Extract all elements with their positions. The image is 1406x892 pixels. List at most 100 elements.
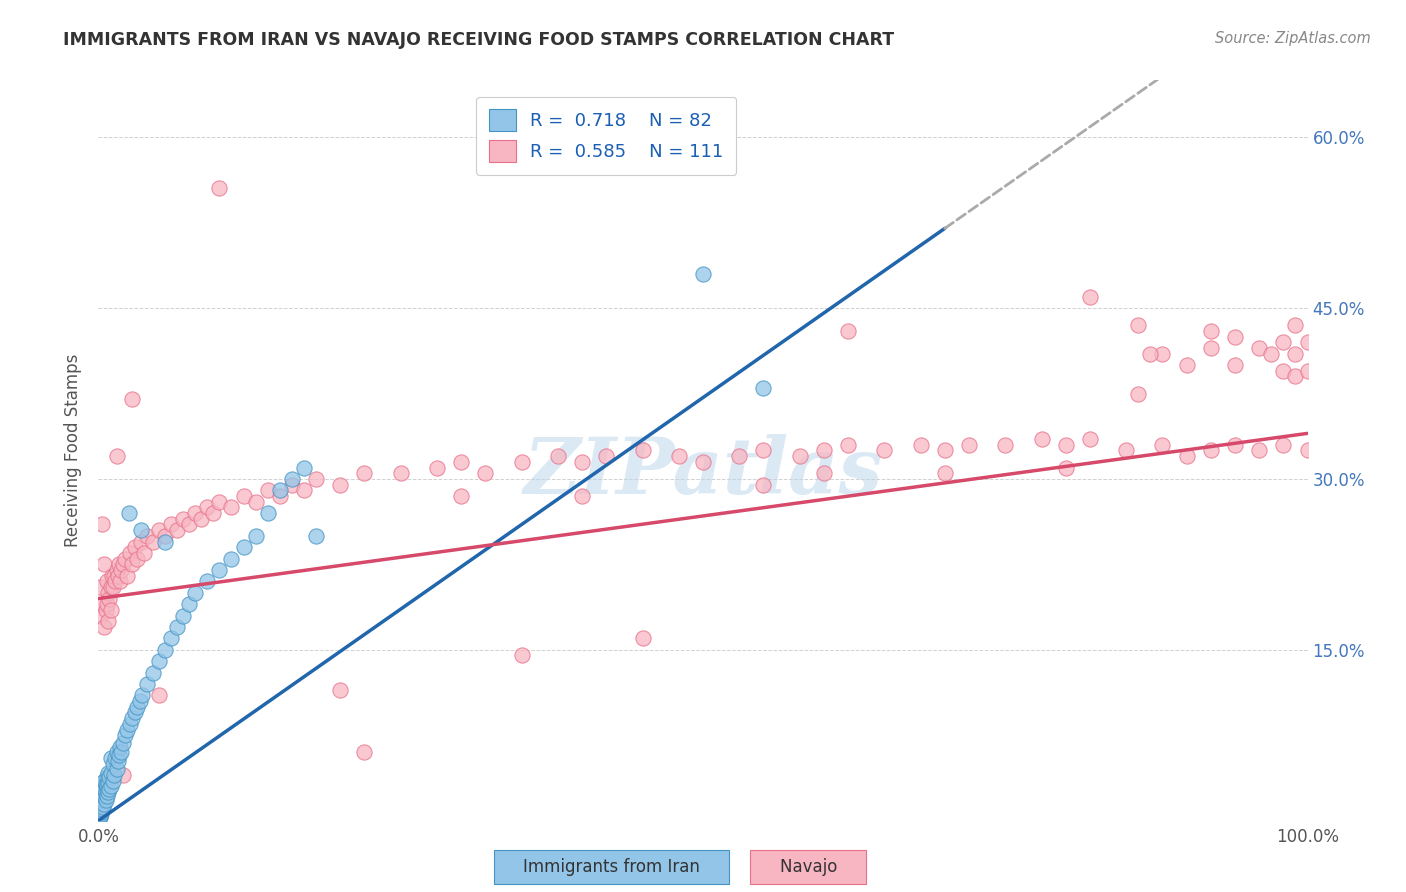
Point (160, 632, 183, 646)
Point (873, 443, 896, 458)
Point (595, 449, 617, 463)
Point (934, 443, 956, 458)
Point (1284, 318, 1306, 333)
Point (93, 620, 115, 634)
Point (789, 449, 811, 463)
Point (172, 608, 194, 623)
Point (389, 467, 412, 481)
Point (208, 563, 231, 577)
Point (94, 603, 117, 617)
Point (87, 811, 110, 825)
Point (98, 591, 121, 606)
Point (692, 455, 714, 469)
Point (90, 789, 112, 803)
Point (91, 785, 114, 799)
Point (93, 558, 115, 572)
Point (90, 793, 112, 807)
Point (305, 529, 328, 543)
Point (571, 455, 593, 469)
Point (1175, 449, 1198, 463)
Point (121, 558, 143, 572)
Point (105, 745, 128, 759)
Point (208, 494, 231, 508)
Point (91, 790, 114, 805)
Point (1199, 341, 1222, 355)
Point (752, 443, 775, 458)
Point (245, 494, 267, 508)
Point (1152, 438, 1174, 452)
Point (208, 181, 231, 195)
Point (1054, 438, 1077, 452)
Point (114, 728, 136, 742)
Point (1078, 432, 1101, 446)
Point (135, 529, 157, 543)
Point (1284, 369, 1306, 384)
Point (90, 806, 112, 821)
Point (1078, 290, 1101, 304)
Point (103, 568, 125, 582)
Point (256, 483, 278, 498)
Point (135, 677, 157, 691)
Point (1296, 335, 1319, 350)
Point (91, 802, 114, 816)
Point (195, 574, 218, 589)
Point (179, 597, 201, 611)
Point (89, 580, 111, 594)
Text: IMMIGRANTS FROM IRAN VS NAVAJO RECEIVING FOOD STAMPS CORRELATION CHART: IMMIGRANTS FROM IRAN VS NAVAJO RECEIVING… (63, 31, 894, 49)
Point (269, 483, 291, 498)
Point (89, 800, 111, 814)
Point (1128, 386, 1150, 401)
Point (245, 529, 267, 543)
Point (752, 477, 775, 491)
Point (100, 751, 122, 765)
Point (153, 534, 176, 549)
Point (90, 608, 112, 623)
Point (292, 483, 315, 498)
Text: Immigrants from Iran: Immigrants from Iran (502, 858, 721, 876)
Point (91, 780, 114, 794)
Point (1272, 438, 1295, 452)
Point (90, 805, 112, 819)
Point (1249, 341, 1271, 355)
Point (117, 568, 139, 582)
Point (97, 586, 120, 600)
Point (329, 682, 352, 697)
Point (110, 745, 132, 759)
Point (1199, 324, 1222, 338)
Point (1175, 358, 1198, 372)
Point (1272, 364, 1295, 378)
Point (1139, 346, 1161, 360)
Point (118, 546, 141, 560)
Point (89, 797, 111, 811)
Point (190, 512, 212, 526)
Text: Navajo: Navajo (759, 858, 858, 876)
Point (195, 500, 218, 515)
Point (118, 506, 141, 520)
Point (142, 665, 165, 680)
Point (728, 449, 751, 463)
Point (1223, 329, 1246, 343)
Point (305, 472, 328, 486)
Point (426, 460, 449, 475)
Point (281, 472, 304, 486)
Point (111, 736, 134, 750)
Point (100, 603, 122, 617)
Point (96, 780, 118, 794)
Point (510, 648, 533, 663)
Point (91, 597, 114, 611)
Point (110, 563, 132, 577)
Point (103, 768, 125, 782)
Point (89, 809, 111, 823)
Point (98, 770, 121, 784)
Point (1296, 364, 1319, 378)
Point (96, 770, 118, 784)
Point (93, 797, 115, 811)
Point (108, 574, 131, 589)
Point (91, 517, 114, 532)
Point (184, 586, 207, 600)
Point (166, 620, 188, 634)
Point (1223, 358, 1246, 372)
Point (221, 551, 243, 566)
Point (100, 780, 122, 794)
Point (172, 512, 194, 526)
